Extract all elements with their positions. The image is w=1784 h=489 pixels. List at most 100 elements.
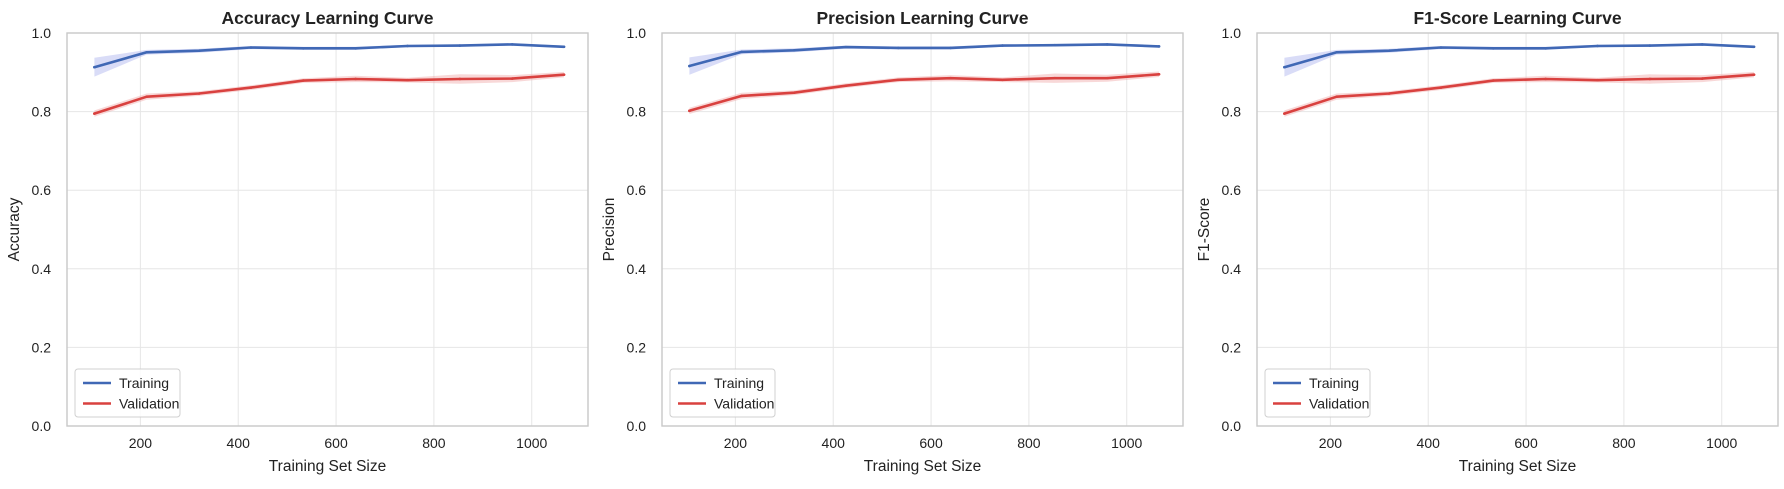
data-point-training (1335, 50, 1339, 54)
data-point-training (145, 50, 149, 54)
x-tick-label: 800 (1612, 435, 1636, 451)
series-line-training (688, 43, 1161, 68)
y-tick-label: 0.2 (32, 339, 52, 355)
data-point-training (510, 43, 514, 46)
data-point-training (1491, 47, 1495, 50)
data-point-validation (1491, 79, 1495, 82)
legend: Training Validation (1264, 368, 1371, 418)
y-axis-label: Precision (601, 198, 618, 262)
data-point-validation (93, 112, 96, 115)
data-point-training (792, 48, 796, 52)
legend-label-training: Training (714, 375, 764, 391)
legend-label-validation: Validation (1309, 396, 1369, 412)
x-tick-label: 200 (724, 435, 748, 451)
data-point-training (93, 65, 96, 69)
y-tick-label: 0.6 (32, 182, 52, 198)
series-line-validation (688, 73, 1161, 113)
y-axis-label: F1-Score (1196, 198, 1213, 262)
x-tick-label: 600 (324, 435, 348, 451)
data-point-validation (949, 76, 952, 80)
data-point-training (1752, 45, 1756, 49)
x-tick-label: 200 (1319, 435, 1343, 451)
y-tick-label: 0.4 (1222, 261, 1242, 277)
legend-label-training: Training (1309, 375, 1359, 391)
legend-label-validation: Validation (119, 396, 179, 412)
legend-label-training: Training (119, 375, 169, 391)
plot-frame (661, 32, 1184, 427)
data-point-training (1157, 45, 1161, 48)
x-tick-label: 800 (422, 435, 446, 451)
plot-area (662, 33, 1183, 426)
data-point-validation (896, 78, 900, 82)
legend-box (74, 368, 181, 418)
series-band-training (689, 43, 1159, 75)
chart-title: F1-Score Learning Curve (1413, 8, 1621, 28)
y-tick-label: 0.4 (627, 261, 647, 277)
legend-label-validation: Validation (714, 396, 774, 412)
series-band-validation (94, 71, 565, 117)
data-point-validation (1053, 76, 1057, 80)
y-tick-label: 0.0 (627, 418, 647, 434)
data-point-training (1596, 44, 1599, 48)
data-point-validation (458, 77, 462, 81)
y-tick-label: 0.8 (1222, 104, 1242, 120)
data-point-validation (740, 94, 744, 98)
data-point-training (301, 47, 305, 50)
y-tick-label: 0.2 (1222, 339, 1242, 355)
data-point-training (249, 46, 253, 49)
chart-title: Precision Learning Curve (816, 8, 1028, 28)
x-axis-label: Training Set Size (864, 458, 981, 475)
data-point-validation (1105, 76, 1109, 80)
y-tick-label: 0.4 (32, 261, 52, 277)
series-line-validation (1283, 73, 1756, 115)
data-point-validation (562, 73, 566, 76)
data-point-validation (844, 84, 848, 87)
data-point-validation (197, 92, 201, 95)
data-point-training (1648, 44, 1652, 47)
data-point-validation (145, 95, 149, 98)
y-tick-label: 0.2 (627, 339, 647, 355)
series-band-validation (689, 71, 1159, 114)
series-line-training (93, 43, 566, 69)
chart-panel-2: 200 400 600 800 1000 0.0 0.2 0.4 0.6 0.8 1.0 Precis… (601, 8, 1184, 475)
data-point-validation (1157, 72, 1161, 76)
x-tick-label: 1000 (516, 435, 547, 451)
x-tick-label: 600 (1514, 435, 1538, 451)
data-point-training (197, 49, 201, 52)
data-point-validation (510, 77, 514, 80)
data-point-training (1053, 43, 1057, 47)
data-point-training (896, 46, 900, 50)
data-point-training (562, 45, 566, 49)
series-band-training (1284, 43, 1754, 77)
data-point-validation (406, 78, 409, 82)
x-axis-label: Training Set Size (1459, 458, 1576, 475)
x-tick-label: 800 (1017, 435, 1041, 451)
data-point-training (949, 46, 952, 50)
data-point-validation (792, 91, 796, 95)
plot-frame (1256, 32, 1779, 427)
series-band-validation (1284, 71, 1754, 117)
series-line-validation (93, 73, 566, 115)
data-point-training (740, 50, 744, 54)
y-tick-label: 0.0 (1222, 418, 1242, 434)
data-point-validation (1648, 77, 1652, 81)
y-tick-label: 0.6 (627, 182, 647, 198)
data-point-validation (1387, 92, 1391, 95)
data-point-validation (1752, 73, 1756, 76)
data-point-validation (688, 109, 691, 113)
data-point-training (688, 64, 691, 68)
y-tick-label: 0.0 (32, 418, 52, 434)
data-point-training (844, 45, 848, 49)
chart-panel-3: 200 400 600 800 1000 0.0 0.2 0.4 0.6 0.8 1.0 F1-Sco… (1196, 8, 1779, 475)
data-point-training (1283, 65, 1286, 69)
y-tick-label: 0.6 (1222, 182, 1242, 198)
data-point-training (1105, 43, 1109, 46)
x-tick-label: 600 (919, 435, 943, 451)
x-axis-label: Training Set Size (269, 458, 386, 475)
plot-area (1257, 33, 1778, 426)
data-point-training (1700, 43, 1704, 46)
legend: Training Validation (74, 368, 181, 418)
x-tick-label: 1000 (1111, 435, 1142, 451)
data-point-validation (249, 86, 253, 89)
